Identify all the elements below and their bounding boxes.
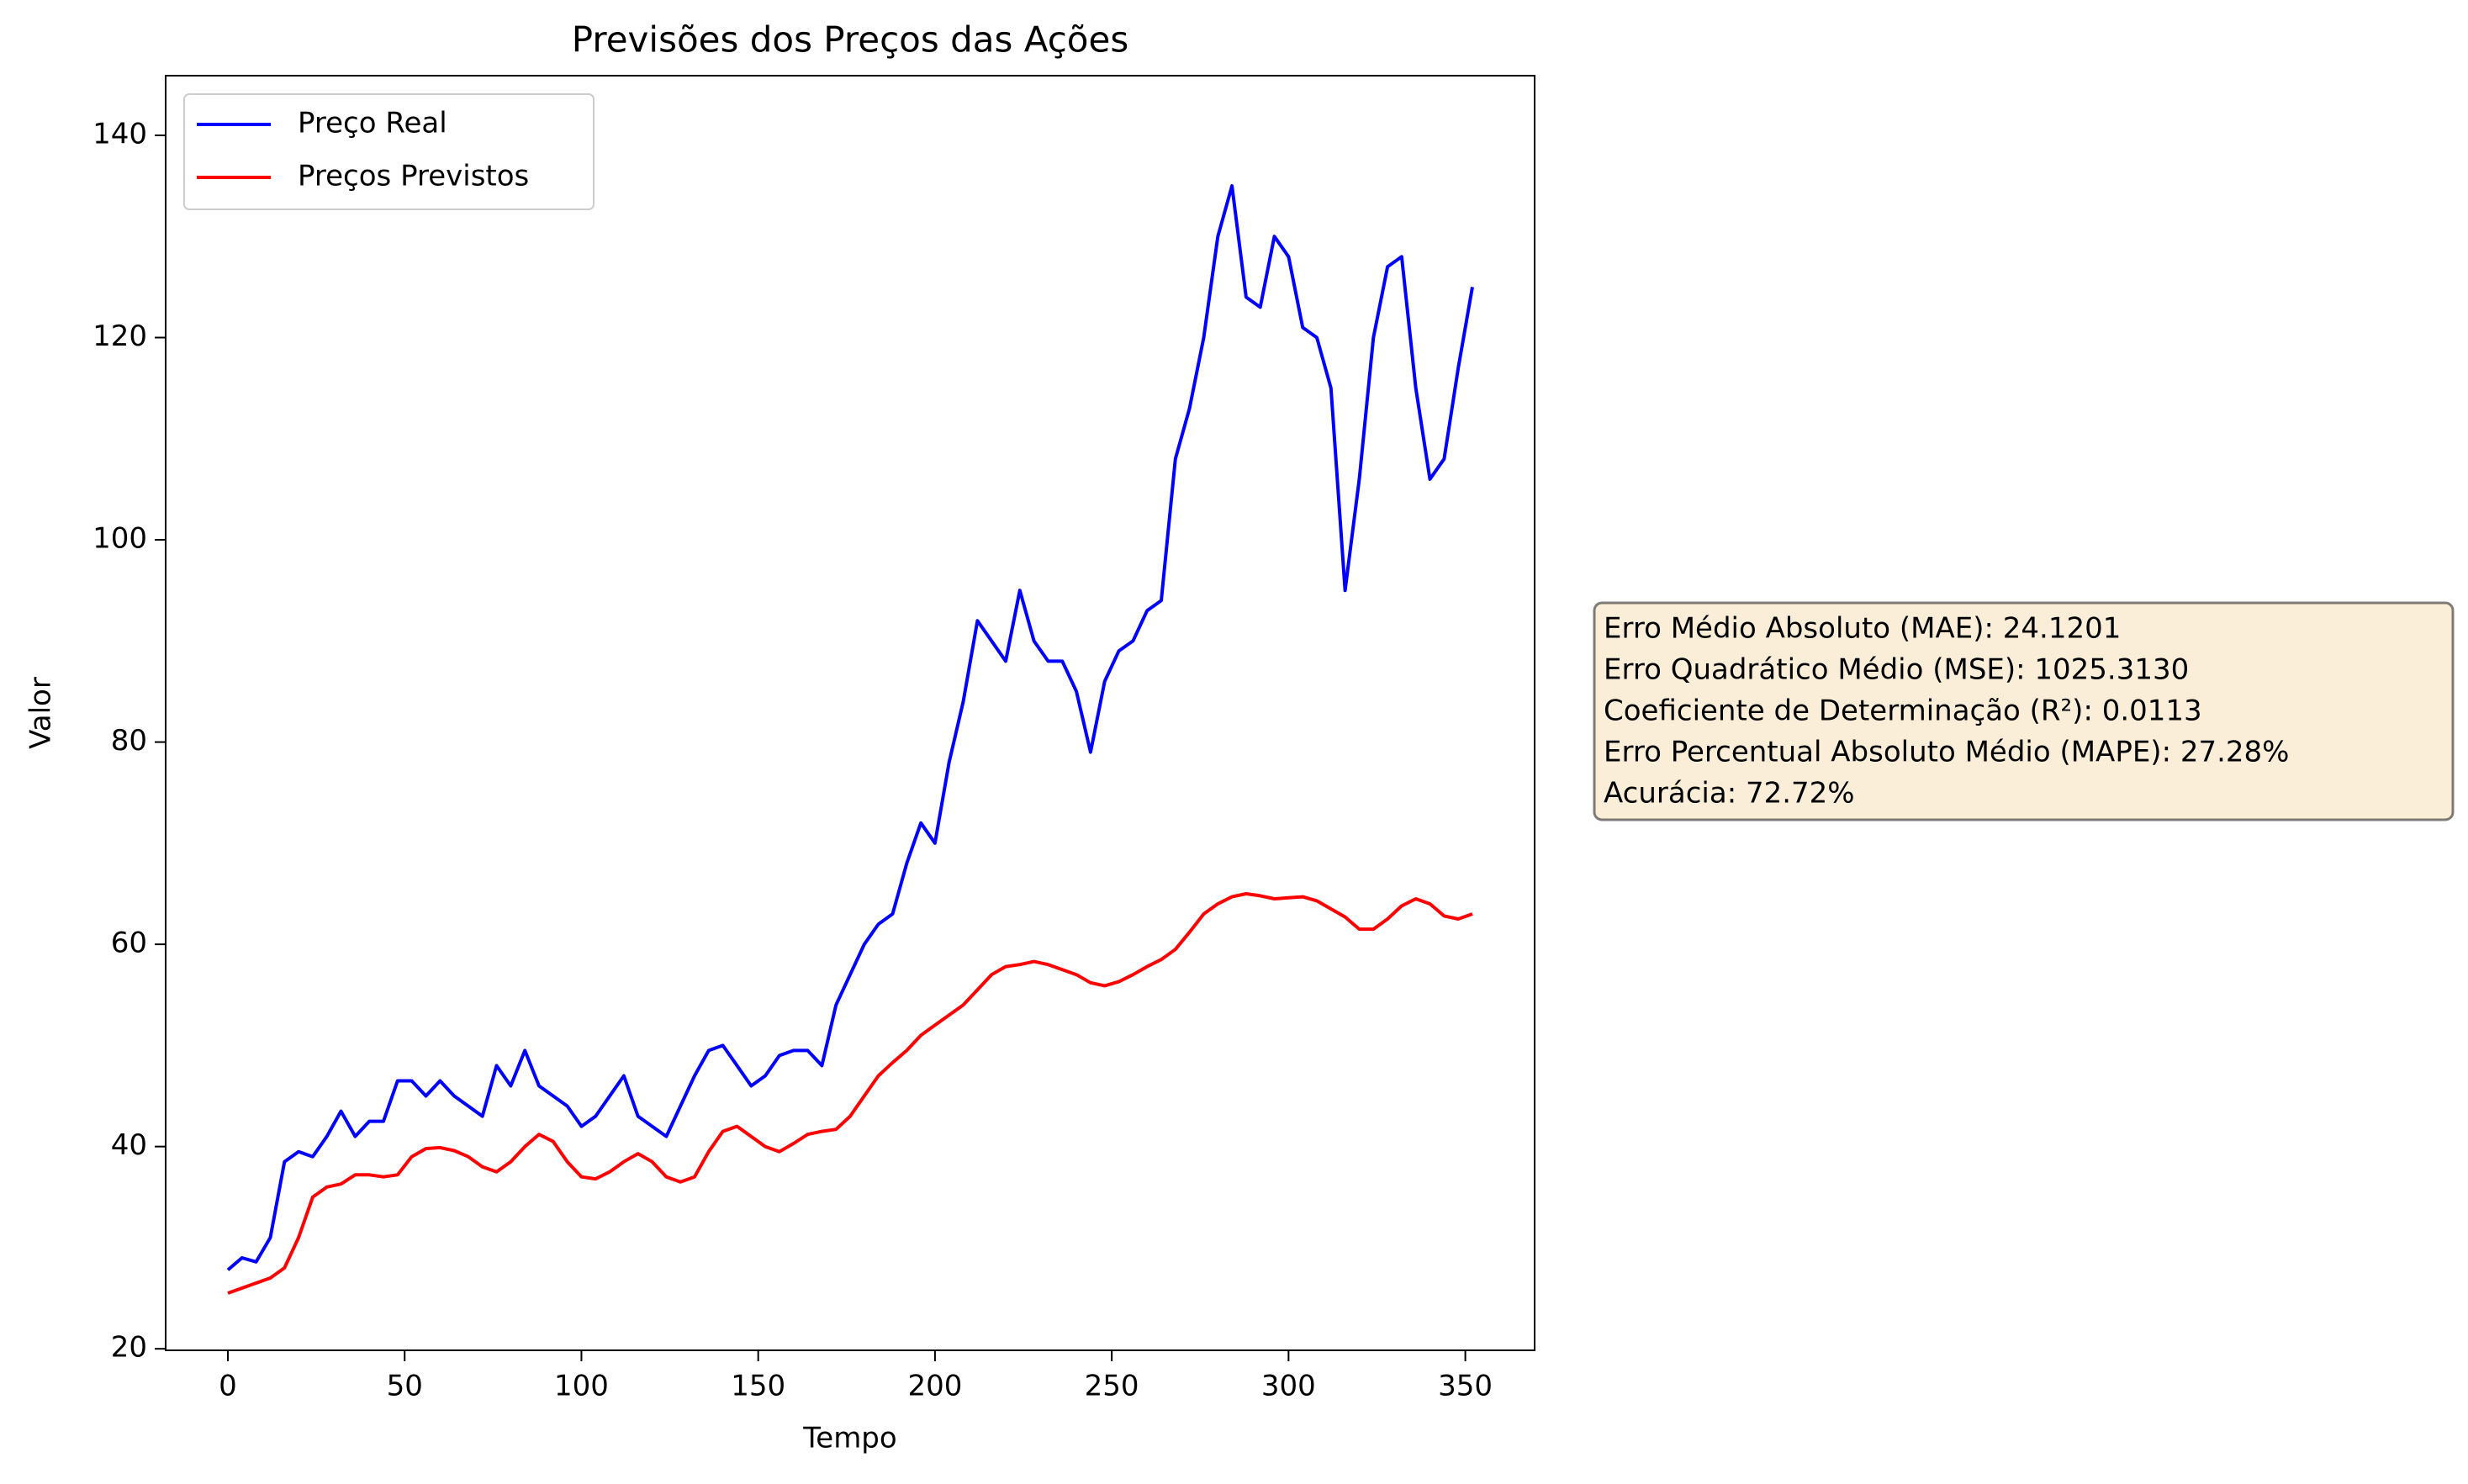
y-axis-label: Valor <box>24 677 58 749</box>
legend: Preço Real Preços Previstos <box>183 93 595 210</box>
metrics-line: Acurácia: 72.72% <box>1604 777 1855 811</box>
x-tick-label: 100 <box>554 1370 609 1403</box>
y-tick-label: 60 <box>111 927 147 960</box>
series-line <box>227 892 1473 1295</box>
x-tick-label: 150 <box>731 1370 785 1403</box>
y-tick-label: 80 <box>111 724 147 758</box>
series-line <box>226 184 1474 1271</box>
x-tick-label: 300 <box>1261 1370 1316 1403</box>
metrics-line: Coeficiente de Determinação (R²): 0.0113 <box>1604 694 2202 728</box>
legend-box <box>183 93 595 210</box>
metrics-line: Erro Médio Absoluto (MAE): 24.1201 <box>1604 612 2121 646</box>
y-tick-label: 140 <box>92 117 147 151</box>
chart-title: Previsões dos Preços das Ações <box>572 19 1128 61</box>
legend-label: Preço Real <box>298 107 447 140</box>
metrics-box <box>1593 601 2455 821</box>
metrics-line: Erro Percentual Absoluto Médio (MAPE): 2… <box>1604 736 2289 769</box>
legend-label: Preços Previstos <box>298 160 529 193</box>
metrics-line: Erro Quadrático Médio (MSE): 1025.3130 <box>1604 653 2189 687</box>
x-axis-label: Tempo <box>802 1422 896 1455</box>
y-tick-label: 40 <box>111 1128 147 1162</box>
x-tick-label: 0 <box>219 1370 237 1403</box>
x-tick-label: 200 <box>907 1370 962 1403</box>
x-tick-label: 50 <box>387 1370 423 1403</box>
x-tick-label: 350 <box>1438 1370 1493 1403</box>
plot-frame <box>165 75 1535 1351</box>
y-tick-label: 120 <box>92 320 147 353</box>
x-tick-label: 250 <box>1085 1370 1139 1403</box>
y-tick-label: 20 <box>111 1331 147 1365</box>
y-tick-label: 100 <box>92 522 147 556</box>
